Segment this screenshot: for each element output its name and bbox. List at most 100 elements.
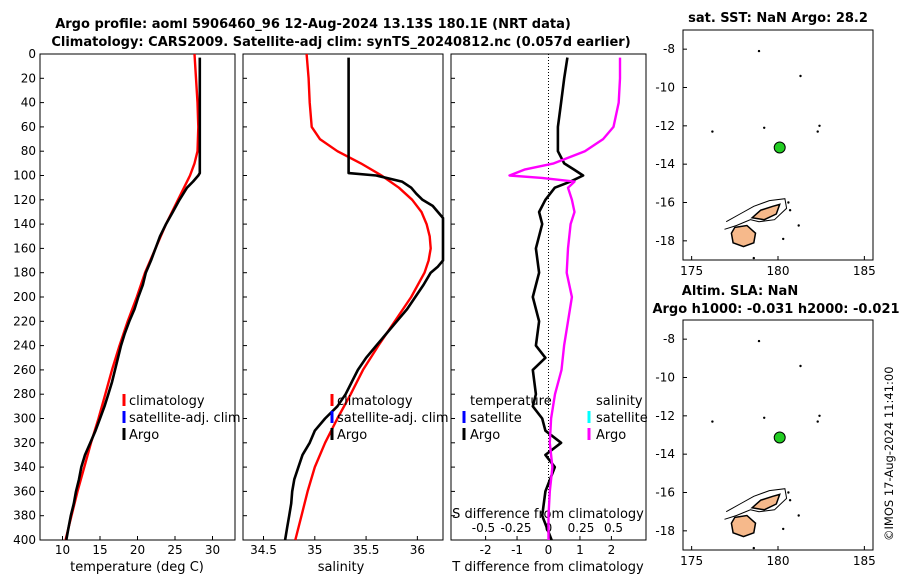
x-tick-label: 1 — [576, 543, 584, 557]
x-tick-label: 25 — [167, 543, 182, 557]
lat-tick-label: -16 — [655, 486, 675, 500]
depth-tick-label: 40 — [21, 96, 36, 110]
islet — [797, 514, 800, 517]
sla-map-title-2: Argo h1000: -0.031 h2000: -0.021 — [652, 302, 899, 317]
lon-tick-label: 185 — [853, 264, 876, 278]
sla-map-title-1: Altim. SLA: NaN — [682, 284, 798, 299]
islet — [757, 339, 761, 343]
depth-tick-label: 400 — [13, 533, 36, 547]
islet — [799, 364, 802, 368]
islet — [818, 414, 821, 417]
islet — [787, 201, 790, 204]
t-difference-xlabel: T difference from climatology — [451, 560, 644, 575]
islet — [799, 74, 802, 78]
s-diff-tick-label: 0.5 — [604, 521, 623, 535]
x-tick-label: 0 — [545, 543, 553, 557]
legend-climatology-label: climatology — [129, 394, 205, 409]
depth-tick-label: 160 — [13, 241, 36, 255]
copyright-stamp: ©IMOS 17-Aug-2024 11:41:00 — [882, 366, 896, 541]
legend-s-satellite-label: satellite — [596, 411, 648, 426]
depth-tick-label: 320 — [13, 436, 36, 450]
lat-tick-label: -14 — [655, 157, 675, 171]
lon-tick-label: 180 — [767, 264, 790, 278]
islet — [782, 237, 785, 241]
lat-tick-label: -18 — [655, 234, 675, 248]
vanua-levu-island — [750, 493, 781, 511]
lon-tick-label: 180 — [767, 554, 790, 568]
islet — [763, 416, 766, 419]
lat-tick-label: -14 — [655, 447, 675, 461]
depth-tick-label: 280 — [13, 387, 36, 401]
temperature-panel: temperature (deg C) 0 20 40 60 80 100 120 140 16… — [13, 47, 236, 575]
legend-s-argo-label: Argo — [596, 428, 626, 443]
legend-satellite-label: satellite-adj. clim — [129, 411, 241, 426]
legend-argo-label: Argo — [129, 428, 159, 443]
vanua-levu-island — [750, 203, 781, 221]
depth-tick-label: 0 — [28, 47, 36, 61]
x-tick-label: 10 — [55, 543, 70, 557]
lat-tick-label: -12 — [655, 409, 675, 423]
depth-tick-label: 220 — [13, 314, 36, 328]
lon-tick-label: 175 — [680, 264, 703, 278]
islet — [816, 420, 819, 423]
islet — [816, 130, 819, 133]
lat-tick-label: -8 — [663, 42, 675, 56]
islet — [711, 130, 714, 133]
islet — [788, 209, 792, 212]
x-tick-label: 35.5 — [353, 543, 380, 557]
s-diff-tick-label: -0.5 — [472, 521, 495, 535]
title-line-1: Argo profile: aoml 5906460_96 12-Aug-202… — [55, 17, 571, 32]
difference-panel: T difference from climatology S differen… — [450, 53, 647, 575]
islet — [763, 126, 766, 129]
depth-tick-label: 260 — [13, 363, 36, 377]
x-tick-label: 34.5 — [250, 543, 277, 557]
x-tick-label: 30 — [205, 543, 220, 557]
legend-argo-label: Argo — [337, 428, 367, 443]
lat-tick-label: -12 — [655, 119, 675, 133]
viti-levu-island — [730, 224, 757, 248]
depth-tick-label: 360 — [13, 484, 36, 498]
temperature-xlabel: temperature (deg C) — [70, 560, 204, 575]
reef-outline — [724, 198, 788, 230]
islet — [797, 224, 800, 227]
depth-tick-label: 100 — [13, 169, 36, 183]
depth-tick-label: 140 — [13, 217, 36, 231]
x-tick-label: 15 — [92, 543, 107, 557]
x-tick-label: 35 — [307, 543, 322, 557]
lat-tick-label: -10 — [655, 371, 675, 385]
lon-tick-label: 175 — [680, 554, 703, 568]
sst-map: sat. SST: NaN Argo: 28.2 -8 -10 -12 -14 -16 -… — [655, 11, 875, 278]
depth-tick-label: 180 — [13, 266, 36, 280]
viti-levu-island — [730, 514, 757, 538]
s-diff-tick-label: 0.25 — [568, 521, 595, 535]
islet — [752, 546, 755, 550]
islet — [782, 527, 785, 531]
islet — [711, 420, 714, 423]
argo-float-marker — [773, 431, 786, 444]
depth-tick-label: 340 — [13, 460, 36, 474]
lat-tick-label: -16 — [655, 196, 675, 210]
difference-legend: temperature satellite Argo salinity sate… — [462, 394, 648, 443]
argo-temperature-difference-line — [531, 57, 585, 541]
salinity-xlabel: salinity — [318, 560, 365, 575]
argo-salinity-difference-line — [508, 57, 622, 540]
lat-tick-label: -18 — [655, 524, 675, 538]
legend-climatology-label: climatology — [337, 394, 413, 409]
temperature-legend: climatology satellite-adj. clim Argo — [122, 394, 241, 443]
islet — [752, 256, 755, 260]
sla-map: Altim. SLA: NaN Argo h1000: -0.031 h2000… — [652, 284, 899, 568]
lat-tick-label: -8 — [663, 332, 675, 346]
depth-tick-label: 120 — [13, 193, 36, 207]
salinity-axes — [242, 53, 444, 541]
islet — [788, 499, 792, 502]
x-tick-label: 2 — [608, 543, 616, 557]
depth-tick-label: 200 — [13, 290, 36, 304]
argo-line — [283, 57, 445, 541]
depth-tick-label: 300 — [13, 412, 36, 426]
sst-map-title: sat. SST: NaN Argo: 28.2 — [688, 11, 868, 26]
argo-line — [65, 57, 202, 541]
islet — [757, 49, 761, 53]
x-tick-label: 36 — [410, 543, 425, 557]
argo-float-marker — [773, 141, 786, 154]
